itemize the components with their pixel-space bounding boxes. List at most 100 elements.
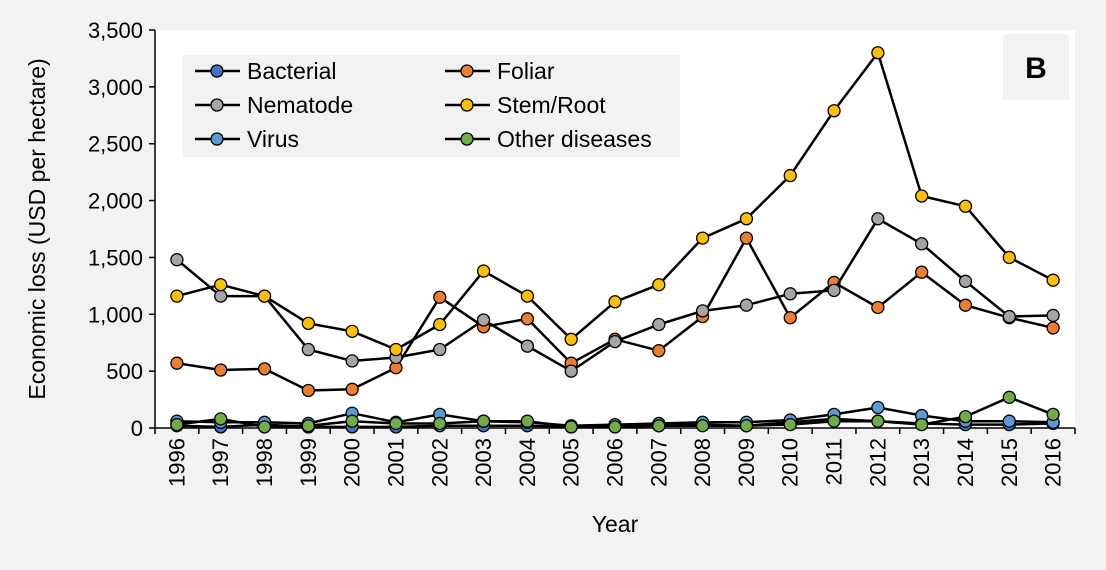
data-point — [214, 363, 228, 377]
legend-marker — [460, 64, 474, 78]
x-tick-label: 2007 — [646, 438, 671, 487]
data-point — [170, 289, 184, 303]
x-tick-label: 1997 — [208, 438, 233, 487]
data-point — [915, 265, 929, 279]
x-tick-label: 1998 — [252, 438, 277, 487]
y-tick-label: 1,500 — [88, 245, 143, 270]
series-stem-root — [170, 46, 1060, 357]
y-tick-label: 0 — [131, 416, 143, 441]
data-point — [389, 342, 403, 357]
data-point — [345, 382, 359, 396]
data-point — [433, 342, 447, 357]
data-point — [608, 295, 622, 309]
data-point — [520, 339, 535, 353]
y-axis-title: Economic loss (USD per hectare) — [24, 58, 50, 399]
data-point — [958, 409, 973, 424]
data-point — [783, 168, 797, 183]
data-point — [564, 332, 578, 346]
data-point — [257, 289, 272, 303]
data-point — [433, 290, 447, 304]
data-point — [301, 316, 315, 331]
legend-marker — [210, 132, 224, 146]
legend-item: Virus — [195, 126, 299, 152]
data-point — [564, 364, 578, 378]
legend-item: Other diseases — [445, 126, 652, 152]
data-point — [214, 278, 228, 292]
x-tick-label: 2010 — [778, 438, 803, 487]
data-point — [214, 412, 228, 426]
y-tick-label: 1,000 — [88, 302, 143, 327]
data-point — [915, 189, 929, 203]
legend-item: Foliar — [445, 58, 555, 84]
data-point — [827, 414, 841, 428]
data-point — [695, 419, 710, 433]
data-point — [564, 420, 578, 434]
data-point — [476, 414, 491, 428]
data-point — [871, 46, 885, 60]
x-tick-label: 2005 — [559, 438, 584, 487]
data-point — [652, 419, 666, 433]
data-point — [345, 414, 359, 428]
data-point — [214, 289, 228, 303]
legend-label: Other diseases — [497, 126, 652, 152]
x-tick-label: 2001 — [383, 438, 408, 487]
data-point — [1002, 309, 1016, 324]
legend-marker — [460, 98, 474, 112]
x-tick-label: 1996 — [164, 438, 189, 487]
data-point — [520, 312, 535, 326]
x-tick-label: 1999 — [296, 438, 321, 487]
legend-label: Foliar — [497, 58, 555, 84]
series-other-diseases — [170, 390, 1060, 434]
data-point — [608, 420, 622, 434]
panel-label-box: B — [1003, 34, 1069, 100]
data-point — [739, 212, 754, 226]
legend-item: Stem/Root — [445, 92, 606, 118]
x-tick-label: 2012 — [865, 438, 890, 487]
y-tick-label: 3,000 — [88, 75, 143, 100]
x-tick-label: 2015 — [997, 438, 1022, 487]
data-point — [170, 356, 184, 370]
data-point — [301, 342, 315, 357]
data-point — [652, 278, 666, 292]
data-point — [827, 283, 841, 298]
legend-box — [183, 55, 680, 157]
data-point — [1046, 321, 1060, 335]
data-point — [739, 231, 754, 245]
data-point — [695, 304, 710, 318]
y-tick-label: 2,000 — [88, 189, 143, 214]
x-tick-label: 2016 — [1041, 438, 1066, 487]
data-point — [739, 298, 754, 312]
data-point — [476, 264, 491, 278]
x-tick-label: 2002 — [427, 438, 452, 487]
y-tick-label: 2,500 — [88, 132, 143, 157]
data-point — [170, 417, 184, 432]
x-tick-label: 2014 — [953, 438, 978, 487]
data-point — [1046, 273, 1060, 287]
data-point — [871, 414, 885, 428]
legend-item: Bacterial — [195, 58, 336, 84]
data-point — [1002, 414, 1016, 428]
panel-label-bg — [1003, 34, 1069, 100]
y-tick-label: 500 — [106, 359, 143, 384]
data-point — [652, 344, 666, 358]
x-tick-label: 2011 — [822, 438, 847, 485]
data-point — [301, 383, 315, 398]
legend: Bacterial Foliar Nematode Stem/Root Virus Oth… — [183, 55, 680, 157]
legend-marker — [460, 132, 474, 146]
legend-label: Virus — [247, 126, 299, 152]
series-nematode — [170, 212, 1060, 378]
legend-label: Stem/Root — [497, 92, 606, 118]
data-point — [958, 298, 973, 312]
data-point — [739, 419, 754, 433]
panel-label: B — [1025, 52, 1047, 85]
x-axis-title: Year — [592, 511, 639, 537]
data-point — [958, 199, 973, 213]
data-point — [1046, 407, 1060, 422]
data-point — [871, 300, 885, 315]
data-point — [389, 416, 403, 431]
legend-item: Nematode — [195, 92, 353, 118]
x-tick-label: 2004 — [515, 438, 540, 487]
x-tick-label: 2009 — [734, 438, 759, 487]
data-point — [871, 400, 885, 415]
